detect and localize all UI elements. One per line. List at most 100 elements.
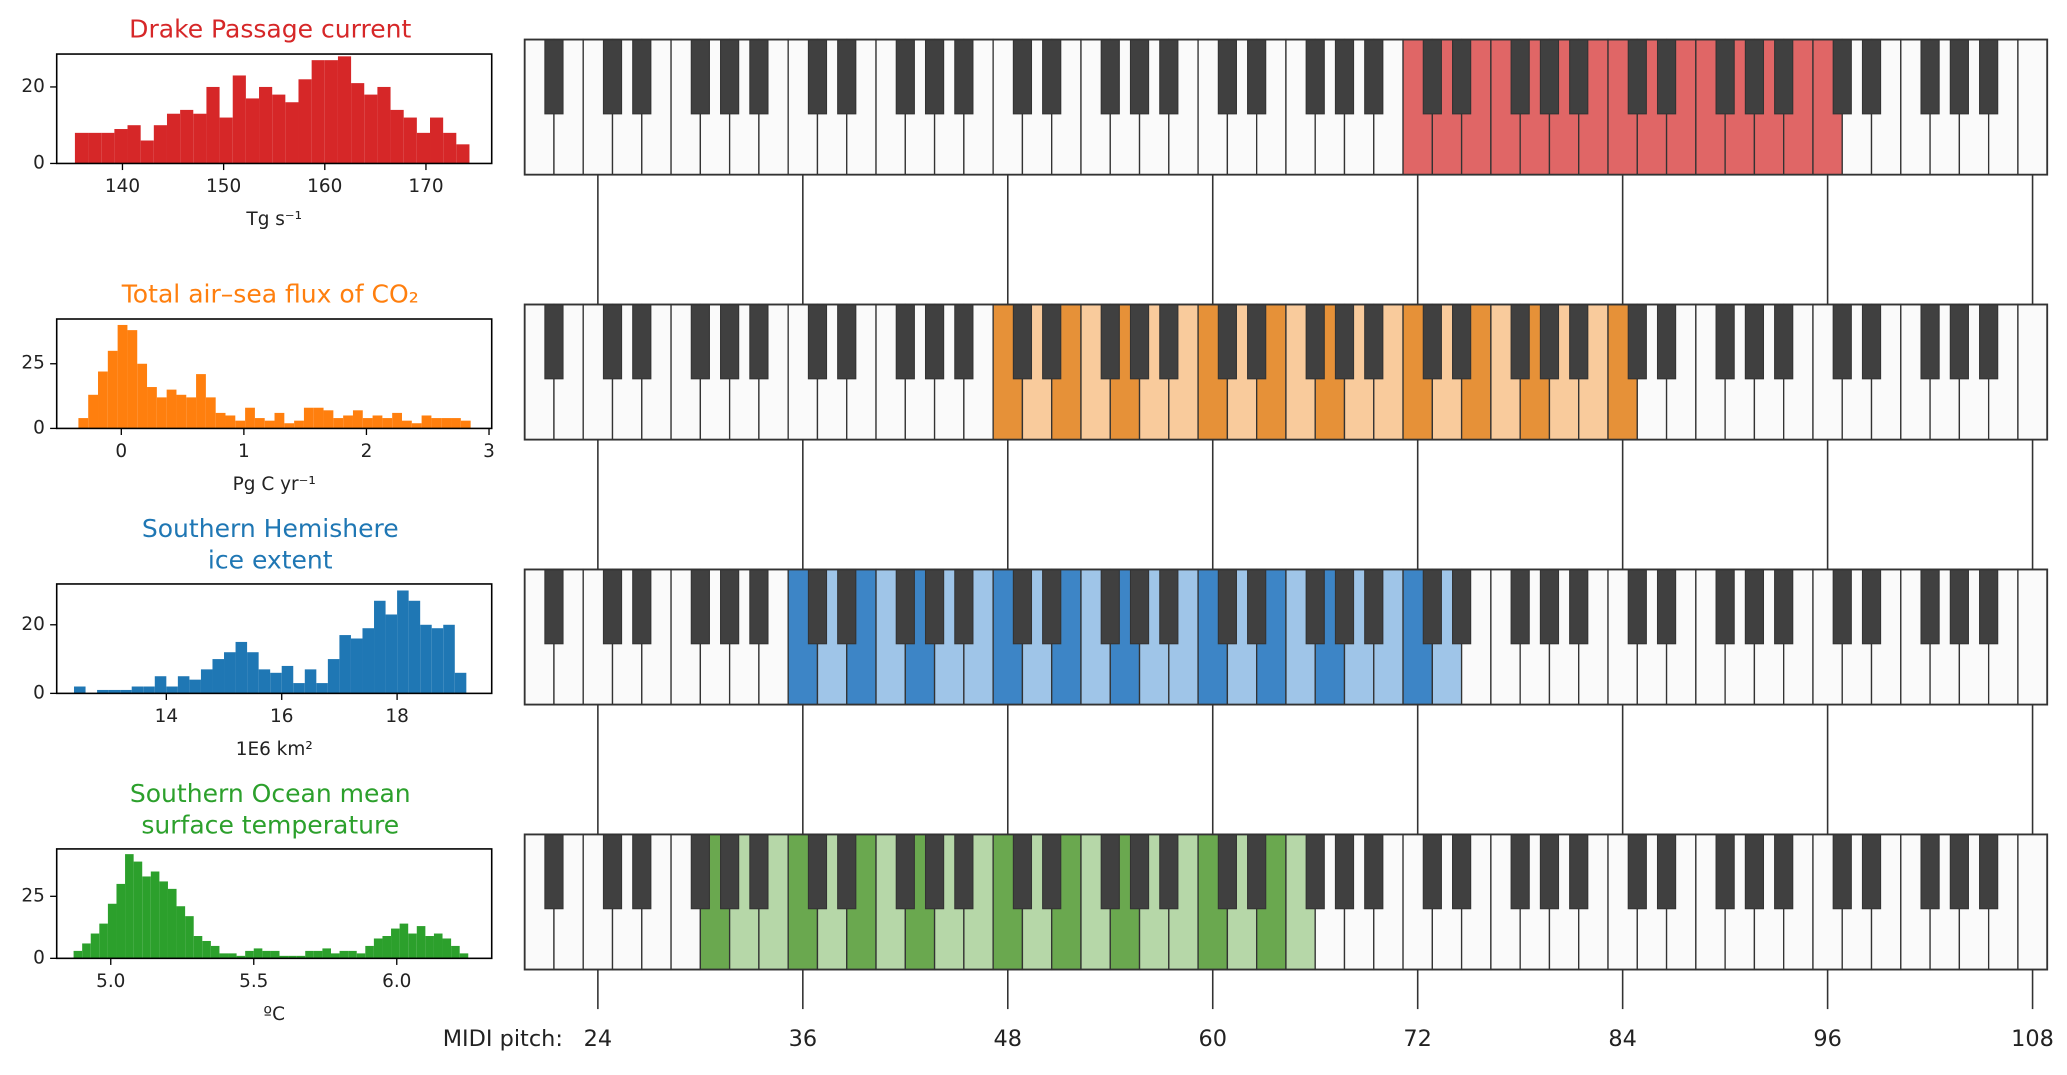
bar <box>166 113 181 164</box>
bar <box>390 109 404 164</box>
y-tick-label: 0 <box>33 947 45 968</box>
black-key <box>1774 568 1794 645</box>
black-key <box>1569 303 1589 380</box>
black-key <box>1744 833 1765 910</box>
black-key <box>749 833 769 910</box>
black-key <box>1979 568 1999 645</box>
black-key <box>1100 303 1120 380</box>
bar <box>433 933 443 959</box>
black-key <box>924 39 945 115</box>
black-key <box>954 833 974 910</box>
x-tick-label: 170 <box>408 176 443 197</box>
chart-title: Southern Hemishere <box>142 514 399 543</box>
black-key <box>1334 303 1355 380</box>
x-tick-label: 1 <box>238 441 250 462</box>
bar <box>298 79 312 164</box>
black-key <box>1510 39 1530 115</box>
bar <box>337 56 352 164</box>
black-key <box>544 303 564 380</box>
bar <box>247 652 259 694</box>
bar <box>131 686 144 694</box>
bar <box>262 950 271 959</box>
black-key <box>1422 303 1442 380</box>
black-key <box>1715 833 1735 910</box>
bar <box>311 60 325 164</box>
black-key <box>1334 39 1355 115</box>
bar <box>351 83 365 164</box>
black-key <box>1159 833 1179 910</box>
bar <box>303 407 314 429</box>
black-key <box>1832 39 1852 115</box>
x-tick-label: 60 <box>1198 1026 1227 1052</box>
bar <box>156 397 167 429</box>
x-axis-label: ºC <box>263 1004 285 1025</box>
bar <box>127 330 138 429</box>
bar <box>442 938 452 959</box>
x-tick-label: 96 <box>1813 1026 1842 1052</box>
bar <box>451 418 461 429</box>
black-key <box>1774 833 1794 910</box>
black-key <box>1920 833 1940 910</box>
black-key <box>1305 303 1325 380</box>
black-key <box>1159 568 1179 645</box>
black-key <box>1949 568 1969 645</box>
x-tick-label: 36 <box>789 1026 818 1052</box>
bar <box>193 936 203 959</box>
black-key <box>954 568 974 645</box>
black-key <box>1949 833 1969 910</box>
black-key <box>1042 303 1062 380</box>
black-key <box>1129 833 1150 910</box>
black-key <box>807 833 828 910</box>
bar <box>431 418 442 429</box>
black-key <box>1452 833 1472 910</box>
black-key <box>1861 833 1882 910</box>
bar <box>186 397 197 429</box>
chart-title: ice extent <box>208 546 333 575</box>
black-key <box>1159 39 1179 115</box>
bar <box>403 117 417 164</box>
black-key <box>632 303 652 380</box>
bar <box>408 933 417 959</box>
black-key <box>1217 39 1237 115</box>
bar <box>108 689 121 694</box>
bar <box>293 683 305 694</box>
bar <box>431 628 444 694</box>
x-tick-label: 3 <box>483 441 495 462</box>
x-tick-label: 160 <box>307 176 342 197</box>
bar <box>78 418 89 429</box>
black-key <box>1832 568 1852 645</box>
black-key <box>720 833 740 910</box>
black-key <box>1539 568 1560 645</box>
x-tick-label: 84 <box>1608 1026 1637 1052</box>
black-key <box>1129 39 1150 115</box>
bar <box>101 132 115 164</box>
bar <box>456 144 470 164</box>
bar <box>74 686 86 694</box>
bar <box>153 125 167 164</box>
bar <box>401 420 412 429</box>
bar <box>117 324 128 429</box>
bar <box>140 140 154 164</box>
bar <box>205 397 216 429</box>
black-key <box>1656 39 1677 115</box>
bar <box>451 945 460 959</box>
bar <box>154 676 167 694</box>
bar <box>399 923 409 959</box>
black-key <box>1920 303 1940 380</box>
black-key <box>1129 303 1150 380</box>
black-key <box>632 568 652 645</box>
black-key <box>1861 568 1882 645</box>
bar <box>116 883 126 959</box>
bar <box>460 420 471 429</box>
white-key <box>2017 833 2048 971</box>
bar <box>264 420 275 429</box>
black-key <box>1422 833 1442 910</box>
black-key <box>1569 568 1589 645</box>
bar <box>232 75 246 164</box>
white-key <box>2017 38 2048 176</box>
bar <box>327 659 340 694</box>
black-key <box>1510 303 1530 380</box>
y-tick-label: 0 <box>33 417 45 438</box>
